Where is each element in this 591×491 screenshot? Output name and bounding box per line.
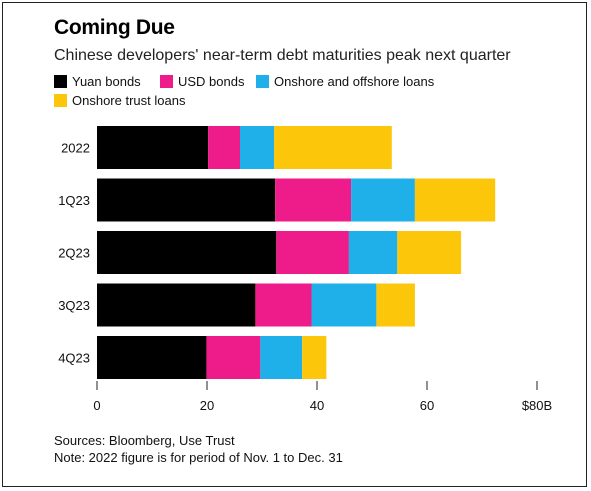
category-label-2q23: 2Q23 [58,246,90,261]
category-label-3q23: 3Q23 [58,298,90,313]
chart-footer: Sources: Bloomberg, Use Trust Note: 2022… [54,432,343,466]
bar-2022-yuan-bonds [97,126,209,169]
x-tick-label-20: 20 [200,398,214,413]
bar-3q23-yuan-bonds [97,283,256,327]
legend-item-onshore-offshore-loans: Onshore and offshore loans [256,74,434,89]
legend-label-onshore-offshore-loans: Onshore and offshore loans [274,74,435,89]
bar-1q23-usd-bonds [275,178,352,222]
legend-item-usd-bonds: USD bonds [160,74,244,89]
bar-2022-onshore-trust-loans [274,126,392,169]
note-text: Note: 2022 figure is for period of Nov. … [54,450,343,465]
legend-swatch-yuan-bonds [54,75,67,88]
bar-3q23-usd-bonds [255,283,312,327]
legend-item-yuan-bonds: Yuan bonds [54,74,141,89]
legend-swatch-onshore-trust-loans [54,94,67,107]
bar-2022-onshore-and-offshore-loans [240,126,275,169]
bar-1q23-onshore-trust-loans [414,178,496,222]
bar-4q23-onshore-and-offshore-loans [260,336,303,379]
x-tick-label-0: 0 [93,398,100,413]
bar-4q23-usd-bonds [206,336,261,379]
bar-2022-usd-bonds [208,126,240,169]
category-label-2022: 2022 [61,141,90,156]
bar-2q23-onshore-and-offshore-loans [348,231,398,274]
legend-label-usd-bonds: USD bonds [178,74,245,89]
chart-subtitle: Chinese developers' near-term debt matur… [54,47,511,64]
chart-title: Coming Due [54,16,175,39]
bar-1q23-yuan-bonds [97,178,276,222]
legend-label-onshore-trust-loans: Onshore trust loans [72,93,186,108]
category-label-4q23: 4Q23 [58,351,90,366]
bar-2q23-onshore-trust-loans [397,231,462,274]
legend-swatch-onshore-offshore-loans [256,75,269,88]
bar-4q23-yuan-bonds [97,336,207,379]
legend-swatch-usd-bonds [160,75,173,88]
bar-4q23-onshore-trust-loans [302,336,327,379]
legend-label-yuan-bonds: Yuan bonds [72,74,141,89]
sources-text: Sources: Bloomberg, Use Trust [54,433,235,448]
bar-3q23-onshore-and-offshore-loans [311,283,377,327]
bar-2q23-usd-bonds [276,231,349,274]
legend-item-onshore-trust-loans: Onshore trust loans [54,93,185,108]
x-tick-label-60: 60 [420,398,434,413]
bar-3q23-onshore-trust-loans [376,283,415,327]
bar-1q23-onshore-and-offshore-loans [351,178,415,222]
x-tick-label-80: $80B [522,398,552,413]
category-label-1q23: 1Q23 [58,193,90,208]
bar-2q23-yuan-bonds [97,231,277,274]
x-tick-label-40: 40 [310,398,324,413]
